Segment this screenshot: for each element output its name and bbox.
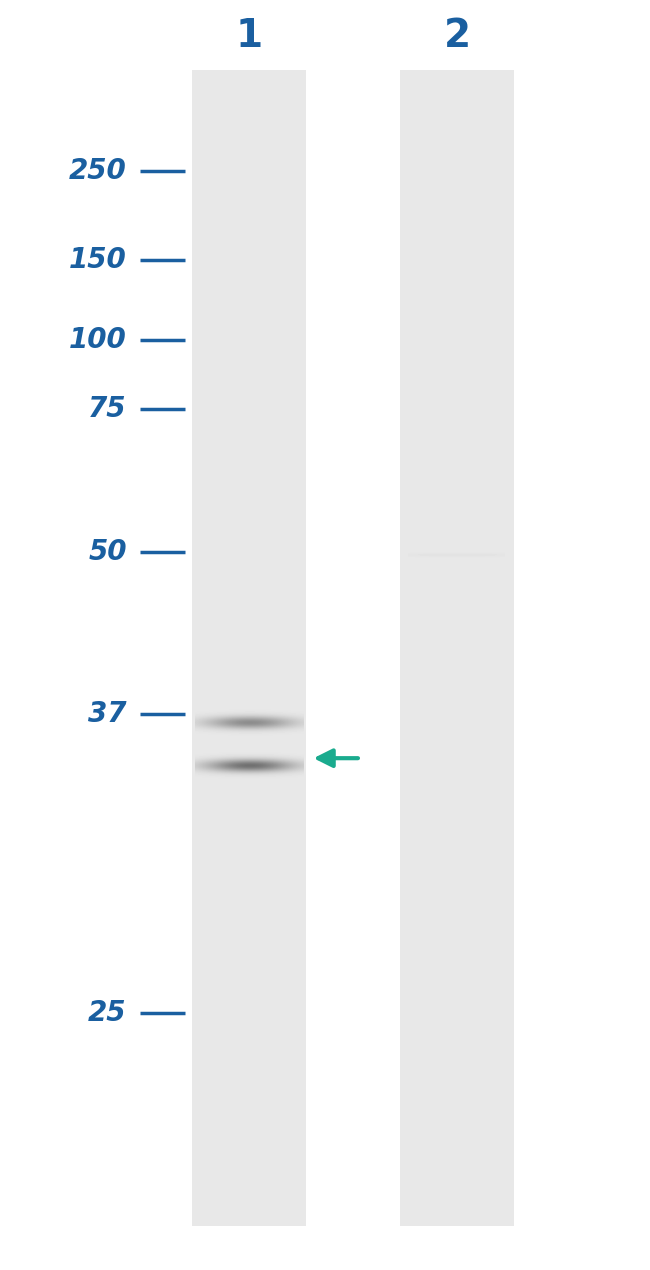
Text: 50: 50 bbox=[88, 538, 127, 566]
Text: 37: 37 bbox=[88, 700, 127, 728]
Text: 250: 250 bbox=[69, 157, 127, 185]
Text: 100: 100 bbox=[69, 326, 127, 354]
Bar bbox=[192, 70, 306, 1226]
Text: 75: 75 bbox=[88, 395, 127, 423]
Text: 25: 25 bbox=[88, 999, 127, 1027]
Text: 2: 2 bbox=[443, 17, 471, 55]
Text: 1: 1 bbox=[235, 17, 263, 55]
Text: 150: 150 bbox=[69, 246, 127, 274]
Bar bbox=[400, 70, 514, 1226]
